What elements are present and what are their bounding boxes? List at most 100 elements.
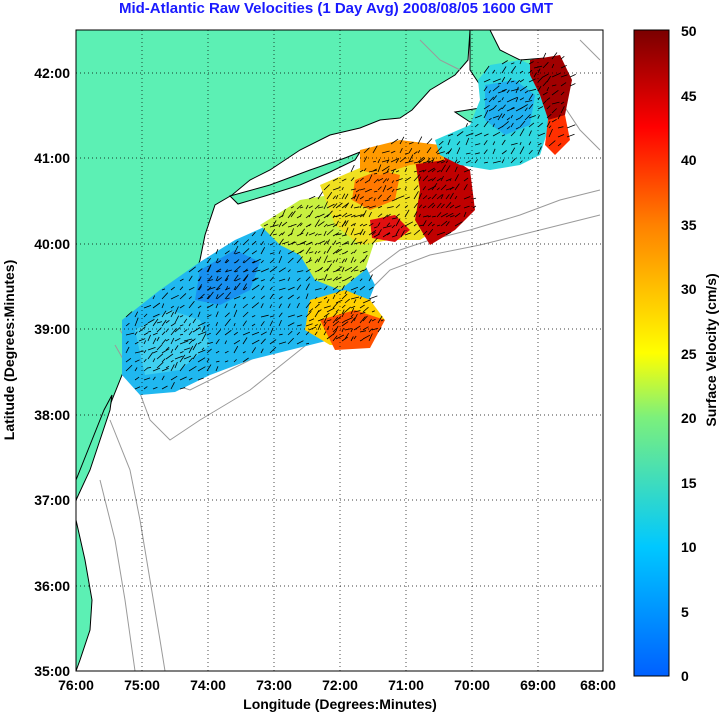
velocity-arrow	[395, 228, 400, 236]
velocity-arrow	[317, 278, 324, 281]
velocity-arrow	[557, 126, 564, 129]
velocity-arrow	[368, 328, 373, 333]
velocity-arrow	[386, 186, 393, 191]
velocity-arrow	[395, 204, 401, 209]
velocity-arrow	[440, 164, 446, 173]
velocity-arrow	[296, 277, 301, 282]
velocity-arrow	[332, 232, 340, 237]
velocity-arrow	[161, 319, 167, 327]
land-mass-carolina	[76, 519, 93, 671]
velocity-arrow	[542, 92, 548, 96]
velocity-arrow	[323, 305, 331, 309]
velocity-arrow	[510, 131, 516, 137]
velocity-arrow	[363, 156, 368, 163]
velocity-arrow	[317, 266, 324, 272]
velocity-arrow	[323, 251, 326, 255]
velocity-arrow	[422, 215, 429, 218]
velocity-arrow	[483, 161, 488, 164]
velocity-arrow	[362, 254, 368, 263]
velocity-arrow	[492, 123, 495, 128]
velocity-arrow	[431, 215, 436, 218]
velocity-arrow	[125, 340, 129, 345]
velocity-arrow	[278, 255, 283, 264]
velocity-arrow	[269, 224, 279, 228]
velocity-arrow	[179, 333, 183, 336]
velocity-arrow	[179, 315, 184, 318]
velocity-arrow	[269, 315, 275, 318]
velocity-arrow	[215, 283, 223, 291]
x-tick-label: 71:00	[388, 677, 424, 693]
velocity-arrow	[560, 55, 565, 60]
colorbar-tick-label: 20	[681, 410, 697, 426]
velocity-arrow	[391, 217, 398, 220]
velocity-arrow	[440, 194, 444, 200]
velocity-arrow	[156, 336, 160, 342]
velocity-arrow	[364, 189, 370, 193]
velocity-arrow	[243, 286, 248, 291]
velocity-arrow	[224, 250, 230, 255]
velocity-arrow	[341, 279, 346, 282]
velocity-arrow	[488, 90, 491, 94]
velocity-arrow	[364, 180, 370, 184]
velocity-arrow	[371, 231, 376, 236]
velocity-arrow	[386, 213, 391, 218]
velocity-arrow	[326, 333, 335, 340]
velocity-arrow	[454, 166, 458, 173]
velocity-arrow	[542, 52, 547, 60]
colorbar	[633, 29, 670, 677]
velocity-arrow	[341, 193, 346, 200]
velocity-arrow	[344, 193, 349, 200]
velocity-arrow	[323, 268, 329, 273]
velocity-arrow	[510, 62, 515, 65]
velocity-arrow	[413, 223, 417, 227]
velocity-arrow	[510, 80, 515, 83]
velocity-arrow	[179, 376, 187, 381]
velocity-arrow	[323, 223, 328, 228]
velocity-arrow	[426, 157, 431, 163]
velocity-arrow	[323, 296, 328, 300]
velocity-arrow	[542, 81, 548, 87]
velocity-arrow	[143, 313, 148, 318]
velocity-arrow	[371, 310, 375, 313]
velocity-arrow	[359, 196, 364, 200]
velocity-arrow	[492, 141, 496, 146]
velocity-arrow	[323, 184, 330, 191]
velocity-arrow	[501, 139, 506, 146]
velocity-arrow	[355, 180, 360, 184]
velocity-arrow	[350, 277, 355, 282]
velocity-arrow	[287, 277, 291, 282]
velocity-arrow	[215, 350, 220, 354]
velocity-arrow	[395, 170, 400, 173]
velocity-arrow	[183, 338, 193, 342]
velocity-arrow	[296, 324, 302, 327]
velocity-arrow	[341, 309, 345, 315]
velocity-arrow	[404, 186, 407, 191]
velocity-arrow	[483, 110, 489, 119]
velocity-arrow	[269, 242, 274, 246]
velocity-arrow	[350, 328, 353, 333]
velocity-arrow	[362, 251, 368, 254]
velocity-arrow	[362, 223, 368, 227]
velocity-arrow	[308, 326, 316, 331]
velocity-arrow	[350, 296, 360, 300]
velocity-arrow	[314, 219, 320, 228]
velocity-arrow	[234, 270, 239, 273]
velocity-arrow	[197, 377, 204, 381]
velocity-arrow	[260, 241, 264, 246]
velocity-arrow	[382, 185, 387, 193]
velocity-arrow	[215, 268, 222, 273]
velocity-arrow	[147, 334, 151, 342]
velocity-arrow	[305, 331, 310, 336]
velocity-arrow	[335, 276, 342, 281]
velocity-arrow	[440, 212, 448, 218]
velocity-arrow	[215, 311, 219, 318]
colorbar-tick-label: 0	[681, 668, 689, 684]
velocity-patch-nantucket-red	[415, 150, 475, 245]
velocity-arrow	[436, 170, 441, 173]
velocity-arrow	[454, 221, 463, 227]
velocity-arrow	[143, 367, 149, 372]
velocity-arrow	[528, 103, 534, 110]
velocity-arrow	[465, 137, 470, 146]
velocity-arrow	[251, 302, 260, 309]
velocity-arrow	[156, 353, 164, 360]
